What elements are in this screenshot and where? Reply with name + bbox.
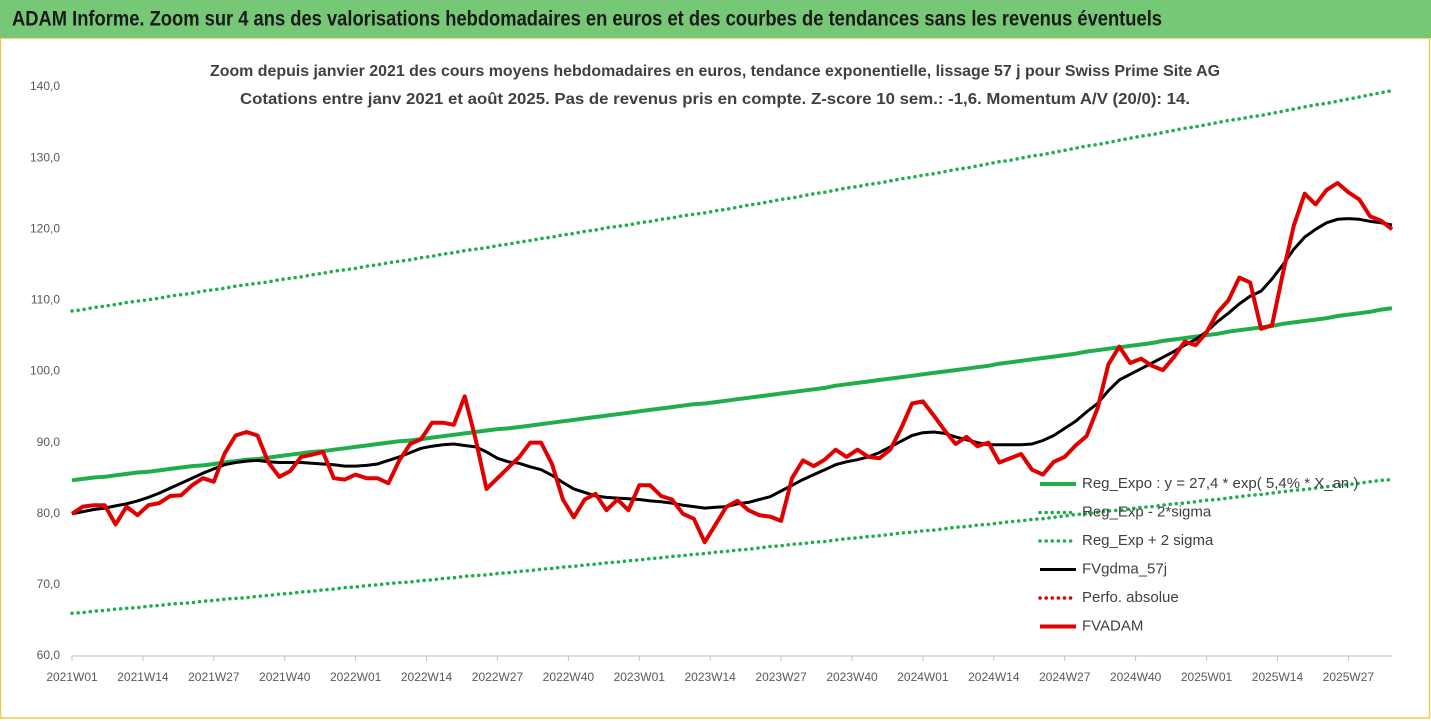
y-tick-label: 100,0 [30,364,60,378]
y-tick-label: 110,0 [31,293,60,307]
x-tick-label: 2025W27 [1323,670,1375,684]
y-tick-label: 70,0 [37,577,61,591]
x-tick-label: 2024W40 [1110,670,1162,684]
legend-label: Reg_Expo : y = 27,4 * exp( 5,4% * X_an ) [1082,475,1358,492]
legend-label: FVADAM [1082,617,1143,634]
x-tick-label: 2024W14 [968,670,1020,684]
chart-subtitle: Cotations entre janv 2021 et août 2025. … [240,91,1190,108]
x-tick-label: 2022W27 [472,670,524,684]
series-line [70,181,1394,545]
y-tick-label: 130,0 [30,150,60,164]
chart-title: ADAM Informe. Zoom sur 4 ans des valoris… [12,8,1162,31]
series-line [71,306,1393,483]
x-tick-label: 2023W40 [826,670,878,684]
x-tick-label: 2023W14 [684,670,736,684]
y-tick-label: 60,0 [37,648,61,662]
x-tick-label: 2021W40 [259,670,311,684]
x-tick-label: 2023W27 [755,670,807,684]
x-tick-label: 2021W27 [188,670,240,684]
x-tick-label: 2022W14 [401,670,453,684]
header-bar [0,0,1431,38]
x-tick-label: 2024W27 [1039,670,1091,684]
y-tick-label: 120,0 [30,221,60,235]
y-tick-label: 80,0 [37,506,61,520]
chart-subtitle: Zoom depuis janvier 2021 des cours moyen… [210,63,1220,80]
legend-label: FVgdma_57j [1082,560,1167,577]
legend-label: Reg_Exp - 2*sigma [1082,503,1212,520]
x-tick-label: 2025W14 [1252,670,1304,684]
x-tick-label: 2023W01 [614,670,666,684]
x-tick-label: 2021W14 [117,670,169,684]
series-line [70,477,1394,616]
x-tick-label: 2025W01 [1181,670,1233,684]
x-tick-label: 2021W01 [46,670,98,684]
x-tick-label: 2022W40 [543,670,595,684]
x-tick-label: 2024W01 [897,670,949,684]
x-tick-label: 2022W01 [330,670,382,684]
legend-label: Reg_Exp + 2 sigma [1082,532,1214,549]
y-tick-label: 140,0 [30,79,60,93]
series-line [70,88,1394,313]
legend-label: Perfo. absolue [1082,589,1179,606]
y-tick-label: 90,0 [37,435,61,449]
